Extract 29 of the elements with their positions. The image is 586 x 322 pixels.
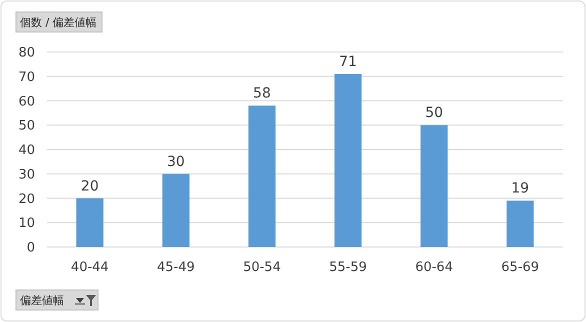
data-label: 20 bbox=[80, 178, 99, 194]
bar bbox=[420, 125, 448, 247]
bar bbox=[248, 106, 276, 247]
y-tick-label: 60 bbox=[18, 94, 35, 110]
bar bbox=[506, 200, 534, 247]
bar bbox=[162, 174, 190, 247]
data-label: 30 bbox=[166, 154, 185, 170]
x-tick-label: 60-64 bbox=[415, 260, 453, 275]
data-label: 58 bbox=[253, 86, 271, 102]
bar bbox=[76, 198, 104, 247]
x-tick-label: 50-54 bbox=[243, 260, 281, 275]
y-tick-label: 0 bbox=[26, 240, 35, 256]
x-tick-label: 45-49 bbox=[157, 260, 195, 275]
y-tick-label: 20 bbox=[18, 192, 35, 207]
x-tick-label: 40-44 bbox=[70, 260, 109, 275]
data-label: 50 bbox=[425, 105, 444, 122]
y-tick-label: 30 bbox=[18, 167, 35, 182]
y-tick-label: 70 bbox=[18, 70, 35, 85]
y-tick-label: 10 bbox=[18, 216, 35, 232]
y-axis-title: 個数 / 偏差値幅 bbox=[20, 16, 97, 29]
bar bbox=[334, 74, 362, 247]
x-axis-title: 偏差値幅 bbox=[20, 294, 64, 307]
x-tick-label: 65-69 bbox=[501, 260, 540, 275]
y-tick-label: 40 bbox=[18, 143, 35, 158]
y-tick-label: 80 bbox=[18, 46, 35, 61]
data-label: 71 bbox=[339, 54, 357, 70]
y-tick-label: 50 bbox=[18, 118, 35, 134]
x-tick-label: 55-59 bbox=[329, 260, 367, 275]
data-label: 19 bbox=[511, 180, 530, 197]
